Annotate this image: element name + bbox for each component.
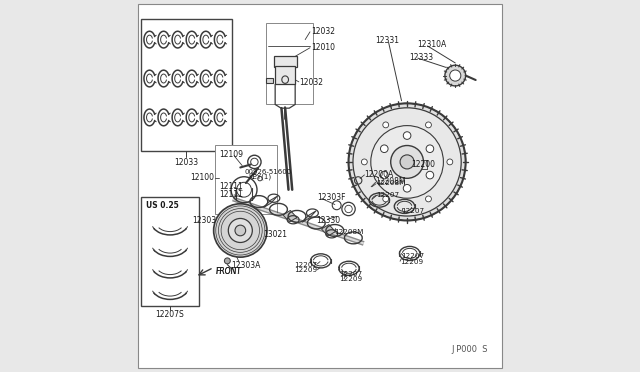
Bar [141, 19, 232, 151]
Circle shape [426, 145, 434, 153]
Circle shape [450, 70, 461, 81]
Polygon shape [321, 225, 335, 236]
Circle shape [349, 103, 466, 221]
Text: 12209: 12209 [339, 276, 362, 282]
Polygon shape [283, 211, 297, 222]
Circle shape [380, 171, 388, 179]
Bar [216, 145, 276, 214]
Text: 12303F: 12303F [317, 193, 346, 202]
Circle shape [383, 196, 388, 202]
Text: 12333: 12333 [410, 52, 434, 61]
Text: 12109: 12109 [219, 150, 243, 159]
Polygon shape [302, 211, 316, 222]
Text: 12207: 12207 [401, 253, 424, 259]
Text: 12303A: 12303A [231, 261, 260, 270]
Text: 12111: 12111 [219, 182, 243, 191]
Circle shape [447, 159, 452, 165]
Circle shape [390, 145, 424, 178]
Circle shape [445, 65, 466, 86]
Circle shape [228, 218, 252, 243]
Text: 12310A: 12310A [417, 40, 446, 49]
Text: 12208M: 12208M [376, 177, 406, 186]
Text: 12207: 12207 [339, 271, 362, 277]
Text: 12100: 12100 [190, 173, 214, 182]
Polygon shape [264, 196, 278, 208]
Bar [266, 78, 273, 83]
Text: 12207: 12207 [401, 208, 425, 214]
Bar [275, 66, 295, 84]
Text: 12033: 12033 [174, 158, 198, 167]
Text: 12208M: 12208M [376, 180, 406, 186]
Text: 12200: 12200 [411, 160, 435, 169]
Text: 12200A: 12200A [364, 170, 394, 179]
Text: 12209: 12209 [400, 259, 423, 265]
Text: KEY(1): KEY(1) [249, 174, 272, 180]
Text: 12209: 12209 [294, 267, 317, 273]
Text: J P000  S: J P000 S [452, 345, 488, 354]
Text: 00926-51600: 00926-51600 [244, 169, 291, 175]
Circle shape [426, 196, 431, 202]
Circle shape [214, 204, 267, 257]
Text: 12331: 12331 [375, 36, 399, 45]
Text: 12032: 12032 [300, 78, 324, 87]
Circle shape [403, 132, 411, 140]
Bar [274, 55, 297, 67]
Text: 12207: 12207 [294, 262, 317, 267]
Circle shape [383, 122, 388, 128]
Circle shape [371, 126, 444, 198]
Text: US 0.25: US 0.25 [146, 201, 179, 210]
Circle shape [400, 155, 414, 169]
Circle shape [362, 159, 367, 165]
Circle shape [353, 108, 461, 216]
Circle shape [426, 171, 434, 179]
Circle shape [235, 225, 246, 236]
Text: 12208M: 12208M [334, 229, 364, 235]
Circle shape [225, 258, 230, 264]
Circle shape [380, 145, 388, 153]
Text: 12207: 12207 [376, 192, 399, 198]
Text: FRONT: FRONT [216, 267, 241, 276]
Circle shape [403, 185, 411, 192]
Text: 12207S: 12207S [156, 310, 184, 319]
Text: 12111: 12111 [219, 190, 243, 199]
Text: 13021: 13021 [264, 230, 287, 240]
Text: 12330: 12330 [316, 216, 340, 225]
Bar [141, 197, 199, 307]
Text: 12032: 12032 [311, 26, 335, 36]
Text: 12303: 12303 [192, 216, 216, 225]
Text: 12010: 12010 [311, 42, 335, 51]
Text: FRONT: FRONT [216, 267, 241, 276]
Circle shape [426, 122, 431, 128]
Bar [266, 23, 312, 105]
